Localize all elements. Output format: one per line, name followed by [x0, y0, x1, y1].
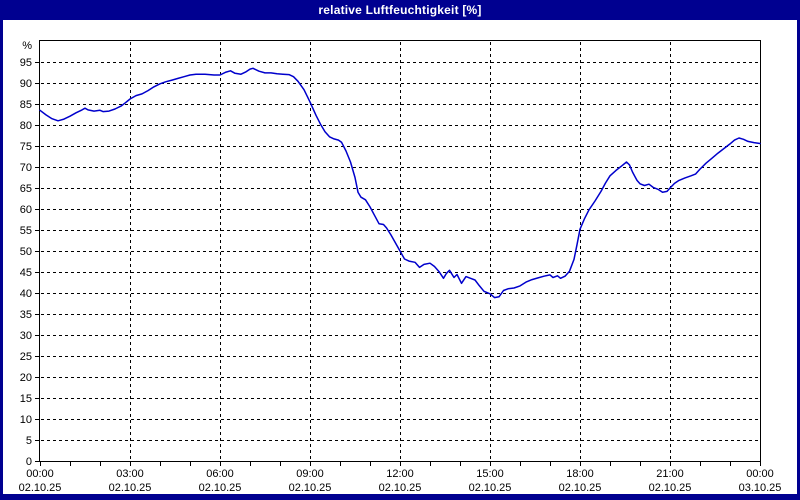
y-axis-unit-label: %	[22, 40, 32, 52]
y-axis-label: 55	[20, 225, 32, 237]
y-axis-label: 5	[26, 435, 32, 447]
x-axis-date-label: 02.10.25	[19, 482, 62, 494]
gridlines	[41, 42, 759, 460]
title-bar: relative Luftfeuchtigkeit [%]	[0, 0, 800, 20]
humidity-series-line	[39, 67, 761, 299]
x-axis-time-label: 03:00	[116, 468, 144, 480]
y-axis-label: 50	[20, 246, 32, 258]
x-axis-labels: 00:00 02.10.25 03:00 02.10.25 06:00 02.10.25 0…	[19, 468, 782, 494]
y-axis-label: 40	[20, 288, 32, 300]
x-axis-date-label: 02.10.25	[379, 482, 422, 494]
x-axis-time-label: 06:00	[206, 468, 234, 480]
x-axis-date-label: 02.10.25	[289, 482, 332, 494]
y-axis-label: 20	[20, 372, 32, 384]
y-axis-label: 35	[20, 309, 32, 321]
y-axis-label: 65	[20, 183, 32, 195]
y-axis-label: 75	[20, 141, 32, 153]
y-axis-label: 60	[20, 204, 32, 216]
x-axis-time-label: 12:00	[386, 468, 414, 480]
y-axis-labels: 0 5 10 15 20 25 30 35 40 45 50 55 60 65 70 75 80 85 90 95%	[20, 40, 32, 468]
y-axis-label: 70	[20, 162, 32, 174]
x-axis-time-label: 09:00	[296, 468, 324, 480]
y-axis-label: 45	[20, 267, 32, 279]
chart-area: 0 5 10 15 20 25 30 35 40 45 50 55 60 65 70 75 80 85 90 95% 0…	[3, 20, 797, 494]
y-axis-label: 10	[20, 414, 32, 426]
y-axis-label: 95	[20, 57, 32, 69]
x-axis-date-label: 02.10.25	[469, 482, 512, 494]
y-axis-label: 85	[20, 99, 32, 111]
x-axis-date-label: 02.10.25	[109, 482, 152, 494]
axis-ticks	[35, 62, 761, 466]
y-axis-label: 30	[20, 330, 32, 342]
x-axis-date-label: 03.10.25	[739, 482, 782, 494]
y-axis-label: 0	[26, 456, 32, 468]
window-title: relative Luftfeuchtigkeit [%]	[318, 3, 482, 17]
x-axis-time-label: 00:00	[746, 468, 774, 480]
y-axis-label: 15	[20, 393, 32, 405]
y-axis-label: 25	[20, 351, 32, 363]
x-axis-date-label: 02.10.25	[649, 482, 692, 494]
y-axis-label: 80	[20, 120, 32, 132]
humidity-line-chart: 05101520253035404550556065707580859095%0…	[19, 40, 782, 494]
x-axis-date-label: 02.10.25	[559, 482, 602, 494]
x-axis-time-label: 21:00	[656, 468, 684, 480]
y-axis-label: 90	[20, 78, 32, 90]
x-axis-time-label: 15:00	[476, 468, 504, 480]
x-axis-time-label: 18:00	[566, 468, 594, 480]
x-axis-time-label: 00:00	[26, 468, 54, 480]
x-axis-date-label: 02.10.25	[199, 482, 242, 494]
